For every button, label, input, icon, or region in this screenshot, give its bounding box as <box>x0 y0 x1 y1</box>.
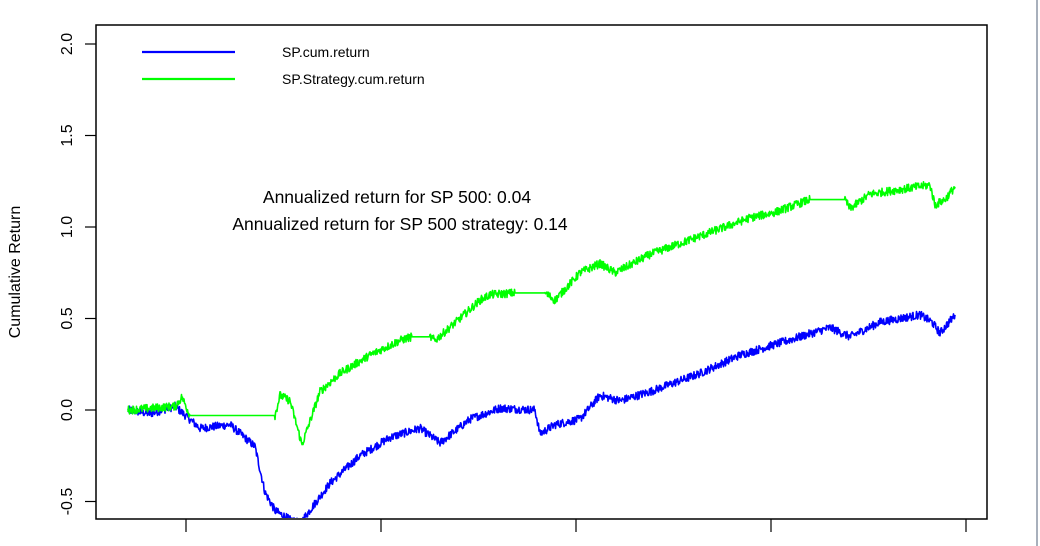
plot-frame <box>95 24 988 520</box>
series-layer <box>127 181 956 518</box>
annotation-strategy-return: Annualized return for SP 500 strategy: 0… <box>232 214 568 234</box>
legend: SP.cum.return SP.Strategy.cum.return <box>142 44 425 87</box>
y-axis-label: Cumulative Return <box>7 206 24 339</box>
y-tick-label: 0.0 <box>59 399 76 421</box>
legend-label-strategy: SP.Strategy.cum.return <box>282 71 425 87</box>
y-axis: -0.5 0.0 0.5 1.0 1.5 2.0 <box>59 33 96 516</box>
y-tick-label: -0.5 <box>59 488 76 516</box>
window-border <box>1036 0 1038 546</box>
series-line-strategy <box>127 181 956 446</box>
series-line-sp <box>127 310 956 518</box>
y-tick-label: 2.0 <box>59 33 76 55</box>
legend-label-sp: SP.cum.return <box>282 44 370 60</box>
x-axis <box>185 519 967 532</box>
y-tick-label: 1.0 <box>59 216 76 238</box>
y-tick-label: 1.5 <box>59 124 76 146</box>
annotation-sp500-return: Annualized return for SP 500: 0.04 <box>263 187 531 207</box>
y-tick-label: 0.5 <box>59 307 76 329</box>
